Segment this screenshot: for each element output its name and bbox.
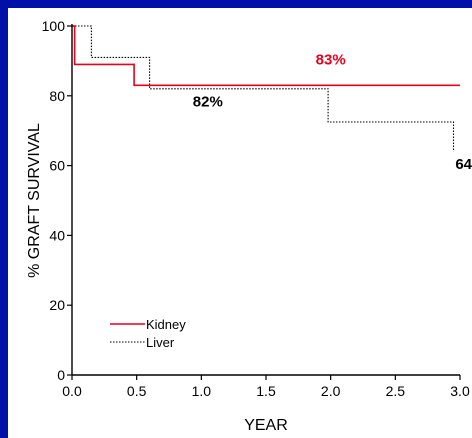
annotation-label: 64% (455, 156, 472, 173)
y-tick-label: 0 (57, 367, 65, 383)
x-tick-label: 2.0 (321, 383, 341, 399)
y-tick-label: 100 (42, 18, 66, 34)
x-tick-label: 2.5 (386, 383, 406, 399)
chart-panel (8, 8, 472, 438)
x-tick-label: 1.5 (256, 383, 276, 399)
series-line-kidney (72, 25, 460, 87)
y-tick-label: 20 (49, 297, 65, 313)
y-tick-label: 80 (49, 88, 65, 104)
legend-label-liver: Liver (146, 335, 175, 350)
x-tick-label: 0.5 (127, 383, 147, 399)
legend-label-kidney: Kidney (146, 317, 186, 332)
annotation-label: 83% (316, 51, 346, 68)
x-tick-label: 0.0 (62, 383, 82, 399)
x-axis-label: YEAR (244, 417, 288, 434)
series-line-liver (72, 25, 455, 152)
annotation-label: 82% (193, 93, 223, 110)
x-tick-label: 1.0 (192, 383, 212, 399)
x-tick-label: 3.0 (450, 383, 470, 399)
y-tick-label: 60 (49, 158, 65, 174)
y-tick-label: 40 (49, 227, 65, 243)
y-axis-label: % GRAFT SURVIVAL (26, 123, 43, 278)
